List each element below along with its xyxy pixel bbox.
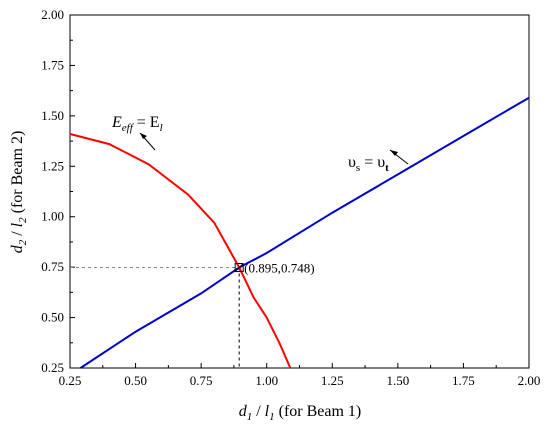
marker-layer	[234, 263, 244, 273]
series-line-0	[69, 133, 292, 369]
blue-label-eq: = υ	[360, 154, 385, 171]
y-title-var: d	[9, 244, 26, 253]
blue-label-arrow	[389, 149, 409, 165]
x-tick-label-4: 1.25	[321, 373, 344, 388]
red-label-sub2: l	[160, 122, 163, 134]
x-title-suffix: (for Beam 1)	[275, 403, 362, 420]
y-tick-label-2: 0.75	[41, 259, 64, 274]
axis-ticks: 0.25 0.50 0.75 1.00 1.25 1.50 1.75 2.00 0.25 0.50…	[41, 7, 540, 388]
x-axis-title: d1 / l1 (for Beam 1)	[239, 403, 362, 423]
x-title-var: d	[239, 403, 248, 420]
series-label-red: Eeff = El	[111, 114, 163, 134]
red-label-main: E	[111, 114, 122, 131]
y-tick-label-5: 1.50	[41, 108, 64, 123]
blue-label-sub2: t	[385, 162, 389, 174]
y-tick-label-0: 0.25	[41, 360, 64, 375]
x-title-den: l	[265, 403, 270, 420]
y-tick-label-7: 2.00	[41, 7, 64, 22]
y-tick-label-4: 1.25	[41, 158, 64, 173]
red-label-eq: = E	[133, 114, 160, 131]
x-title-var-sub: 1	[247, 411, 253, 423]
x-title-den-sub: 1	[269, 411, 275, 423]
y-title-den-sub: 2	[17, 217, 29, 223]
x-tick-label-1: 0.50	[124, 373, 147, 388]
y-tick-label-1: 0.50	[41, 310, 64, 325]
y-title-sep: /	[9, 227, 26, 239]
y-title-den: l	[9, 222, 26, 227]
y-tick-label-3: 1.00	[41, 209, 64, 224]
y-title-suffix: (for Beam 2)	[9, 131, 26, 218]
x-tick-label-5: 1.50	[386, 373, 409, 388]
plot-area: 0.25 0.50 0.75 1.00 1.25 1.50 1.75 2.00 0.25 0.50…	[41, 7, 540, 388]
x-tick-label-6: 1.75	[452, 373, 475, 388]
x-title-sep: /	[252, 403, 264, 420]
blue-label-sub: s	[356, 162, 360, 174]
intersection-label: (0.895,0.748)	[244, 261, 314, 276]
y-tick-label-6: 1.75	[41, 57, 64, 72]
x-tick-label-2: 0.75	[190, 373, 213, 388]
x-tick-label-7: 2.00	[518, 373, 541, 388]
intersection-marker	[234, 263, 244, 273]
plot-frame	[69, 14, 530, 369]
blue-label-main: υ	[348, 154, 356, 171]
y-axis-title: d2 / l2 (for Beam 2)	[9, 131, 29, 254]
x-tick-label-0: 0.25	[59, 373, 82, 388]
y-title-var-sub: 2	[17, 239, 29, 245]
series-layer	[69, 96, 530, 369]
intersection-marker-cross	[234, 263, 244, 272]
red-label-arrow	[139, 132, 156, 151]
red-label-sub: eff	[122, 122, 135, 134]
x-tick-label-3: 1.00	[255, 373, 278, 388]
series-label-blue: υs = υt	[348, 154, 389, 174]
series-line-1	[79, 96, 530, 369]
guide-lines	[70, 267, 240, 368]
